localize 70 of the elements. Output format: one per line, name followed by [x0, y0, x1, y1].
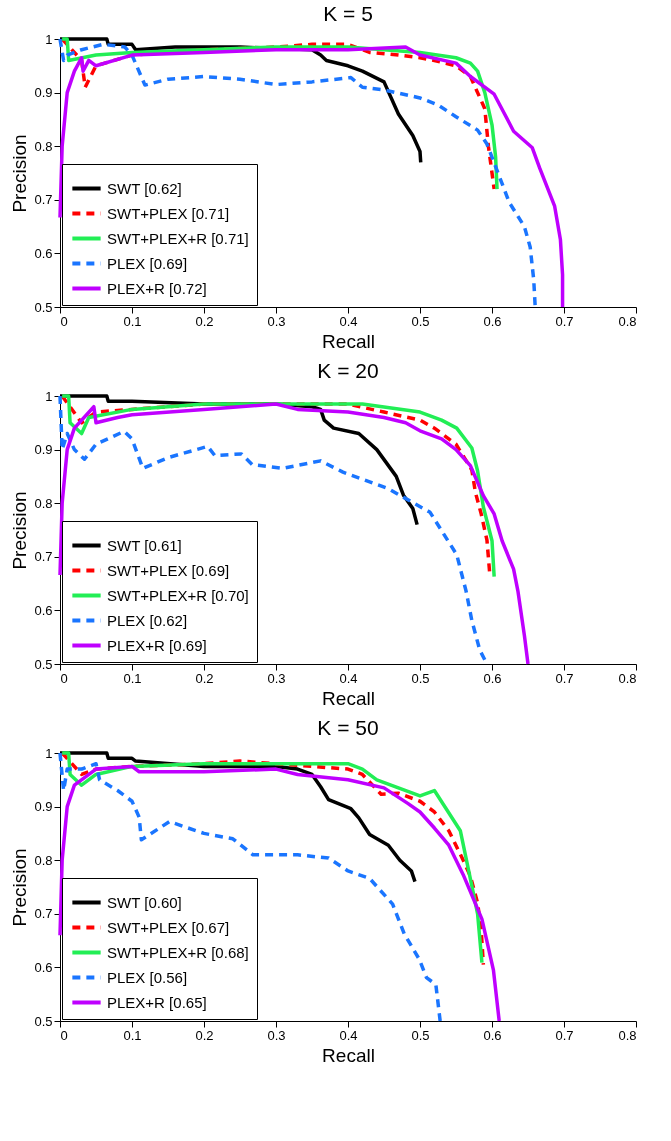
legend-label: PLEX+R [0.69] — [107, 636, 207, 654]
y-tick-label: 1 — [45, 388, 53, 404]
legend-label: SWT+PLEX [0.67] — [107, 918, 230, 936]
y-tick-label: 0.6 — [34, 959, 53, 975]
x-tick-label: 0.8 — [618, 313, 637, 329]
x-tick-label: 0.5 — [411, 670, 430, 686]
y-tick-label: 0.7 — [34, 906, 53, 922]
y-tick-label: 0.5 — [34, 299, 53, 315]
x-tick-label: 0.1 — [123, 670, 142, 686]
y-tick-label: 1 — [45, 31, 53, 47]
x-tick-label: 0.7 — [555, 670, 574, 686]
chart-title: K = 5 — [323, 2, 373, 25]
y-tick-label: 0.7 — [34, 192, 53, 208]
x-tick-label: 0.4 — [339, 313, 358, 329]
legend-label: SWT [0.61] — [107, 536, 182, 554]
x-tick-label: 0.7 — [555, 1027, 574, 1043]
x-tick-label: 0.6 — [483, 670, 502, 686]
y-axis-title: Precision — [9, 491, 31, 570]
legend-label: PLEX [0.69] — [107, 254, 188, 272]
legend-label: SWT+PLEX+R [0.70] — [107, 586, 249, 604]
y-axis-title: Precision — [9, 134, 31, 213]
y-tick-label: 0.7 — [34, 549, 53, 565]
x-tick-label: 0.1 — [123, 313, 142, 329]
x-tick-label: 0.1 — [123, 1027, 142, 1043]
x-tick-label: 0.2 — [195, 670, 214, 686]
y-tick-label: 0.9 — [34, 442, 53, 458]
x-axis-title: Recall — [322, 687, 375, 709]
x-tick-label: 0.8 — [618, 1027, 637, 1043]
legend-label: SWT [0.62] — [107, 179, 182, 197]
line-series — [58, 764, 501, 1023]
y-axis-title: Precision — [9, 848, 31, 927]
legend-label: SWT+PLEX [0.71] — [107, 204, 230, 222]
x-tick-label: 0.3 — [267, 313, 286, 329]
legend-label: SWT+PLEX [0.69] — [107, 561, 230, 579]
legend-label: PLEX [0.62] — [107, 611, 188, 629]
x-tick-label: 0.5 — [411, 313, 430, 329]
y-tick-label: 0.9 — [34, 799, 53, 815]
x-tick-label: 0.2 — [195, 313, 214, 329]
legend-label: SWT [0.60] — [107, 893, 182, 911]
legend-label: PLEX+R [0.65] — [107, 993, 207, 1011]
x-tick-label: 0.3 — [267, 670, 286, 686]
x-axis-title: Recall — [322, 330, 375, 352]
legend-label: PLEX [0.56] — [107, 968, 188, 986]
x-tick-label: 0.7 — [555, 313, 574, 329]
x-tick-label: 0.8 — [618, 670, 637, 686]
chart-title: K = 50 — [317, 716, 379, 739]
x-tick-label: 0.4 — [339, 670, 358, 686]
x-tick-label: 0.6 — [483, 1027, 502, 1043]
chart-title: K = 20 — [317, 359, 379, 382]
y-tick-label: 0.9 — [34, 85, 53, 101]
y-tick-label: 0.5 — [34, 1013, 53, 1029]
legend-label: PLEX+R [0.72] — [107, 279, 207, 297]
y-tick-label: 0.6 — [34, 245, 53, 261]
legend-label: SWT+PLEX+R [0.71] — [107, 229, 249, 247]
x-tick-label: 0.5 — [411, 1027, 430, 1043]
x-tick-label: 0.4 — [339, 1027, 358, 1043]
y-tick-label: 0.8 — [34, 852, 53, 868]
x-tick-label: 0.3 — [267, 1027, 286, 1043]
x-tick-label: 0.6 — [483, 313, 502, 329]
x-tick-label: 0.2 — [195, 1027, 214, 1043]
y-tick-label: 0.8 — [34, 495, 53, 511]
y-tick-label: 1 — [45, 745, 53, 761]
y-tick-label: 0.6 — [34, 602, 53, 618]
x-tick-label: 0 — [60, 1027, 68, 1043]
x-axis-title: Recall — [322, 1044, 375, 1066]
y-tick-label: 0.5 — [34, 656, 53, 672]
x-tick-label: 0 — [60, 670, 68, 686]
y-tick-label: 0.8 — [34, 138, 53, 154]
legend-label: SWT+PLEX+R [0.68] — [107, 943, 249, 961]
x-tick-label: 0 — [60, 313, 68, 329]
